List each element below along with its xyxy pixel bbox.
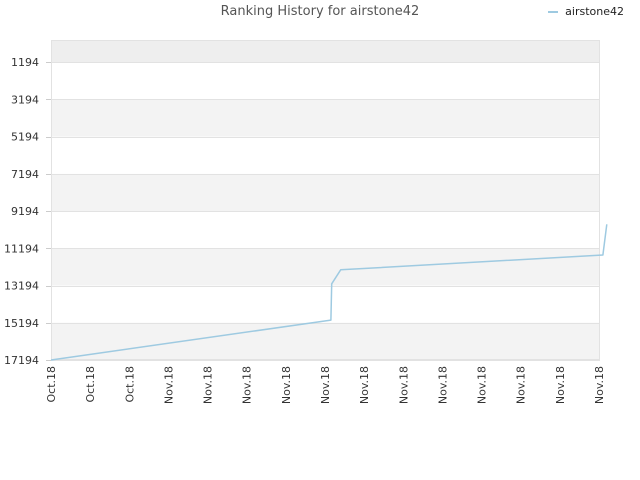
x-tick-label: Nov.18 — [515, 366, 528, 404]
grid-band — [51, 173, 600, 212]
legend-label: airstone42 — [565, 5, 624, 18]
x-tick-label: Nov.18 — [358, 366, 371, 404]
grid-band — [51, 211, 600, 249]
x-tick-label: Nov.18 — [202, 366, 215, 404]
x-tick-label: Nov.18 — [554, 366, 567, 404]
x-tick-label: Nov.18 — [162, 366, 175, 404]
x-tick-label: Nov.18 — [280, 366, 293, 404]
y-tick-label: 11194 — [4, 242, 39, 255]
chart-title: Ranking History for airstone42 — [220, 4, 420, 19]
y-tick-label: 13194 — [4, 280, 39, 293]
legend-swatch — [548, 10, 559, 13]
x-tick-label: Nov.18 — [593, 366, 606, 404]
series-line — [50, 224, 608, 361]
x-tick-label: Oct.18 — [123, 366, 136, 403]
grid-band — [51, 62, 600, 100]
x-tick-label: Nov.18 — [241, 366, 254, 404]
grid-band — [51, 40, 600, 63]
grid-band — [51, 99, 600, 137]
grid-band — [51, 285, 600, 323]
y-tick-label: 5194 — [11, 131, 39, 144]
x-tick-label: Nov.18 — [319, 366, 332, 404]
x-tick-label: Nov.18 — [397, 366, 410, 404]
plot-frame — [51, 40, 600, 360]
x-tick-label: Oct.18 — [45, 366, 58, 403]
grid-band — [51, 248, 600, 286]
y-tick-label: 1194 — [11, 56, 39, 69]
y-tick-label: 7194 — [11, 168, 39, 181]
grid-band — [51, 322, 600, 360]
y-tick-label: 3194 — [11, 93, 39, 106]
y-tick-label: 9194 — [11, 205, 39, 218]
legend: airstone42 — [548, 5, 624, 18]
y-tick-label: 17194 — [4, 354, 39, 367]
y-tick-label: 15194 — [4, 317, 39, 330]
x-tick-label: Nov.18 — [436, 366, 449, 404]
grid-band — [51, 136, 600, 174]
x-tick-label: Nov.18 — [476, 366, 489, 404]
x-tick-label: Oct.18 — [84, 366, 97, 403]
